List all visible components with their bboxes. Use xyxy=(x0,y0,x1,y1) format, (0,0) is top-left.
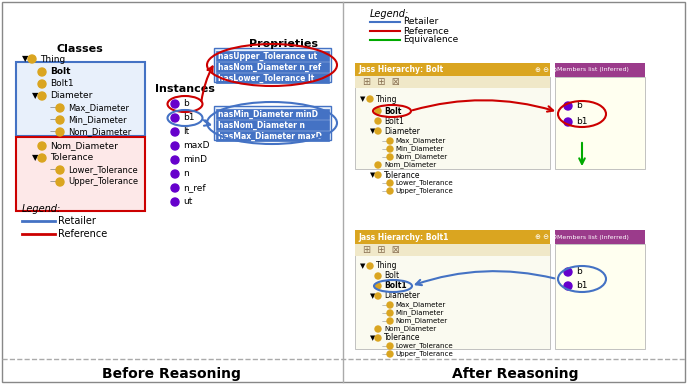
Text: Bolt1: Bolt1 xyxy=(50,79,74,88)
Text: Diameter: Diameter xyxy=(50,91,92,101)
FancyBboxPatch shape xyxy=(355,63,550,77)
Text: minD: minD xyxy=(183,156,207,164)
Text: ▼: ▼ xyxy=(370,335,375,341)
Text: Nom_Diameter: Nom_Diameter xyxy=(384,162,436,168)
Text: —: — xyxy=(50,166,58,174)
Circle shape xyxy=(375,172,381,178)
Text: Max_Diameter: Max_Diameter xyxy=(68,104,129,113)
FancyBboxPatch shape xyxy=(16,62,145,136)
Text: hasMax_Diameter maxD: hasMax_Diameter maxD xyxy=(218,131,322,141)
Text: —: — xyxy=(50,104,58,113)
Text: hasLower_Tolerance lt: hasLower_Tolerance lt xyxy=(218,73,314,83)
Circle shape xyxy=(171,100,179,108)
Text: —: — xyxy=(382,146,389,152)
Text: ⊕ ⊖ ⊗: ⊕ ⊖ ⊗ xyxy=(535,234,557,240)
FancyBboxPatch shape xyxy=(216,109,328,119)
Text: —: — xyxy=(382,154,389,160)
Text: Nom_Diameter: Nom_Diameter xyxy=(395,154,447,161)
Text: Members list (Inferred): Members list (Inferred) xyxy=(557,235,629,240)
Text: —: — xyxy=(382,188,389,194)
Text: Upper_Tolerance: Upper_Tolerance xyxy=(68,177,138,187)
Circle shape xyxy=(28,55,36,63)
Text: ▼: ▼ xyxy=(22,55,28,63)
Text: Tolerance: Tolerance xyxy=(50,154,93,162)
Circle shape xyxy=(375,108,381,114)
Text: —: — xyxy=(50,177,58,187)
Text: Before Reasoning: Before Reasoning xyxy=(102,367,240,381)
Text: Legend:: Legend: xyxy=(370,9,409,19)
Text: —: — xyxy=(50,116,58,124)
Text: Upper_Tolerance: Upper_Tolerance xyxy=(395,188,453,194)
Circle shape xyxy=(564,118,572,126)
Text: Nom_Diameter: Nom_Diameter xyxy=(395,318,447,324)
Text: hasUpper_Tolerance ut: hasUpper_Tolerance ut xyxy=(218,51,317,61)
FancyBboxPatch shape xyxy=(216,61,328,71)
Text: Lower_Tolerance: Lower_Tolerance xyxy=(395,180,453,186)
Circle shape xyxy=(387,180,393,186)
Circle shape xyxy=(564,102,572,110)
Circle shape xyxy=(387,188,393,194)
Text: Retailer: Retailer xyxy=(58,216,96,226)
Text: Nom_Diameter: Nom_Diameter xyxy=(50,141,118,151)
Circle shape xyxy=(387,343,393,349)
Text: n: n xyxy=(183,169,189,179)
Text: Thing: Thing xyxy=(376,94,398,104)
Text: b1: b1 xyxy=(576,118,587,126)
Circle shape xyxy=(375,335,381,341)
Text: Thing: Thing xyxy=(40,55,65,63)
Circle shape xyxy=(38,142,46,150)
Text: b: b xyxy=(576,268,582,276)
FancyBboxPatch shape xyxy=(555,63,645,77)
Text: —: — xyxy=(382,138,389,144)
Circle shape xyxy=(367,96,373,102)
Circle shape xyxy=(171,114,179,122)
Text: Bolt: Bolt xyxy=(384,106,401,116)
Text: Lower_Tolerance: Lower_Tolerance xyxy=(68,166,138,174)
FancyBboxPatch shape xyxy=(555,244,645,349)
Circle shape xyxy=(171,184,179,192)
FancyBboxPatch shape xyxy=(216,73,328,83)
Text: hasMin_Diameter minD: hasMin_Diameter minD xyxy=(218,109,318,119)
Circle shape xyxy=(387,318,393,324)
Circle shape xyxy=(171,198,179,206)
Text: Jass Hierarchy: Bolt1: Jass Hierarchy: Bolt1 xyxy=(358,232,449,242)
Text: ▼: ▼ xyxy=(370,172,375,178)
Text: Bolt: Bolt xyxy=(384,271,399,280)
Text: Upper_Tolerance: Upper_Tolerance xyxy=(395,351,453,358)
Circle shape xyxy=(38,68,46,76)
Circle shape xyxy=(171,128,179,136)
FancyBboxPatch shape xyxy=(216,119,328,129)
Text: ▼: ▼ xyxy=(360,96,365,102)
Circle shape xyxy=(387,146,393,152)
FancyBboxPatch shape xyxy=(16,137,145,211)
FancyBboxPatch shape xyxy=(214,106,331,140)
Text: Nom_Diameter: Nom_Diameter xyxy=(68,127,131,136)
Text: hasNom_Diameter n: hasNom_Diameter n xyxy=(218,121,305,129)
Text: Thing: Thing xyxy=(376,262,398,270)
Circle shape xyxy=(38,154,46,162)
FancyBboxPatch shape xyxy=(216,51,328,61)
Text: Min_Diameter: Min_Diameter xyxy=(395,310,443,316)
Text: Retailer: Retailer xyxy=(403,18,438,26)
Circle shape xyxy=(375,118,381,124)
Text: ⊕ ⊖ ⊗: ⊕ ⊖ ⊗ xyxy=(535,67,557,73)
Circle shape xyxy=(375,283,381,289)
FancyBboxPatch shape xyxy=(555,77,645,169)
Circle shape xyxy=(387,351,393,357)
Text: Equivalence: Equivalence xyxy=(403,35,458,45)
Text: hasNom_Diameter n_ref: hasNom_Diameter n_ref xyxy=(218,63,322,71)
FancyBboxPatch shape xyxy=(216,131,328,141)
Text: —: — xyxy=(382,351,389,357)
Text: —: — xyxy=(382,180,389,186)
Text: Diameter: Diameter xyxy=(384,126,420,136)
Text: Tolerance: Tolerance xyxy=(384,333,420,343)
Circle shape xyxy=(367,263,373,269)
Text: lt: lt xyxy=(183,127,189,136)
Text: Lower_Tolerance: Lower_Tolerance xyxy=(395,343,453,349)
Text: b1: b1 xyxy=(576,281,587,291)
FancyBboxPatch shape xyxy=(355,244,550,256)
Text: maxD: maxD xyxy=(183,141,210,151)
Circle shape xyxy=(387,138,393,144)
Text: —: — xyxy=(382,302,389,308)
